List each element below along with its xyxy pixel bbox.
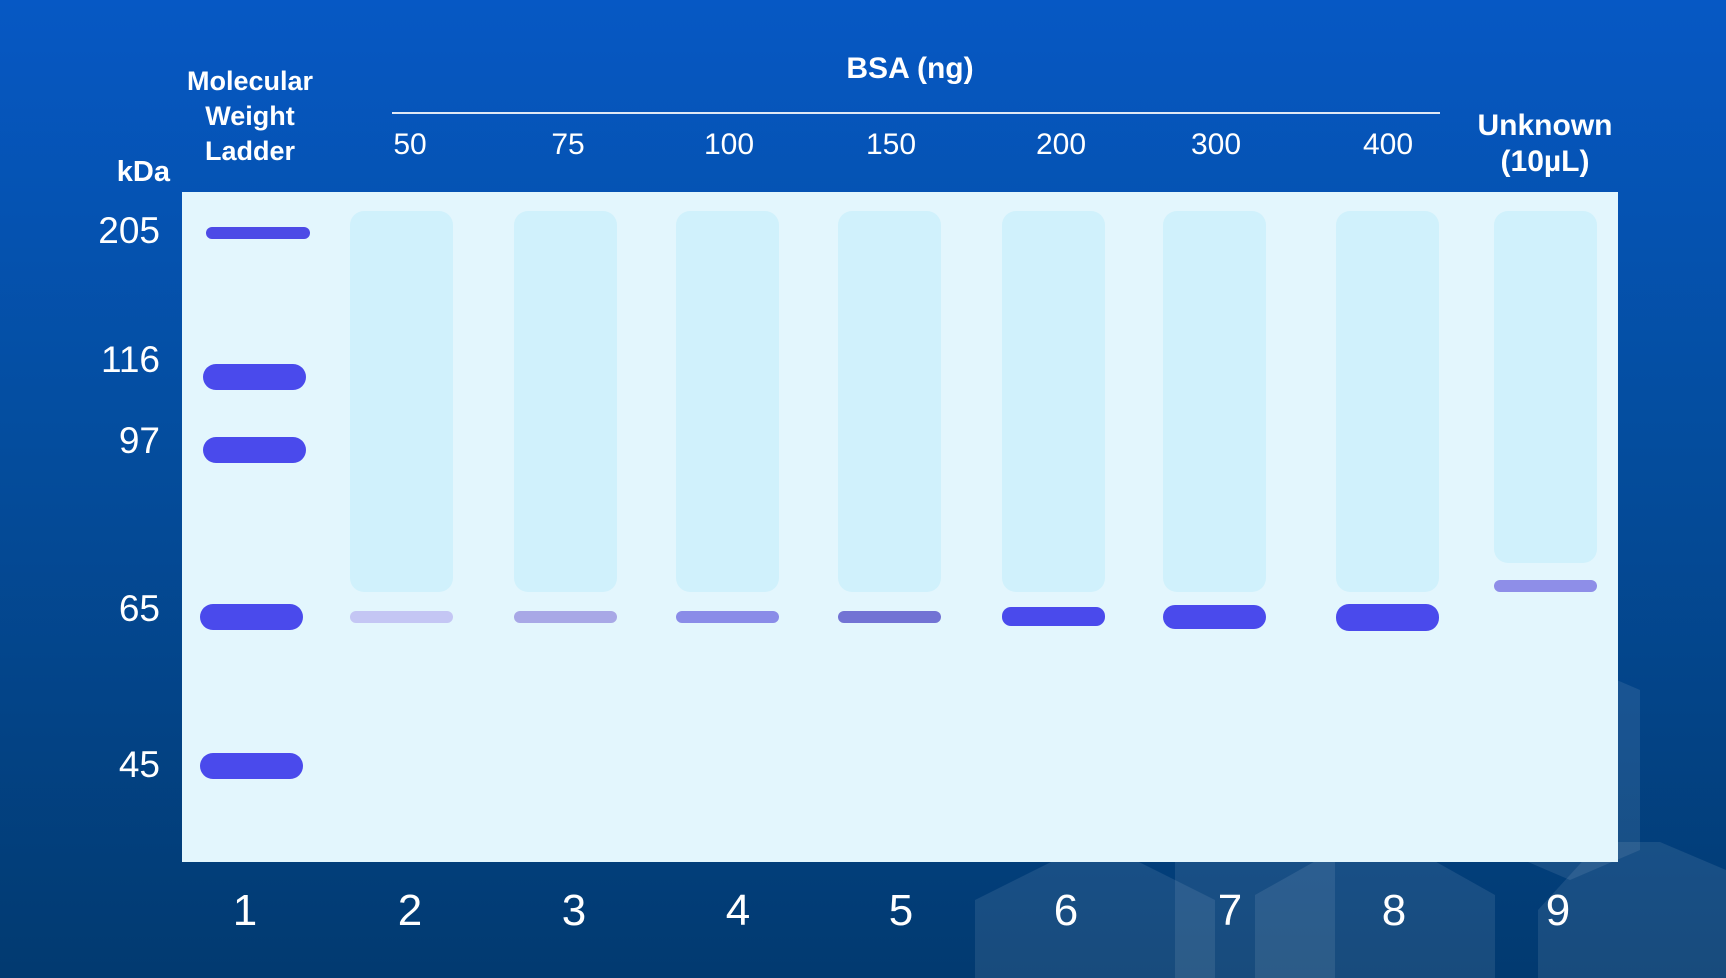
lane-well — [838, 211, 941, 592]
bsa-band — [1336, 604, 1439, 631]
bsa-amount-label: 300 — [1190, 128, 1242, 161]
bsa-header-divider — [392, 112, 1440, 114]
lane-number: 5 — [888, 886, 914, 935]
bsa-amount-label: 100 — [703, 128, 755, 161]
bsa-amount-label: 400 — [1362, 128, 1414, 161]
bsa-title: BSA (ng) — [846, 52, 974, 85]
unknown-header-line: (10µL) — [1500, 145, 1590, 178]
ladder-header-line: Weight — [205, 101, 295, 131]
lane-number: 3 — [561, 886, 587, 935]
ladder-band — [206, 227, 310, 239]
bsa-amount-label: 200 — [1035, 128, 1087, 161]
lane-number: 7 — [1217, 886, 1243, 935]
ladder-band — [200, 753, 303, 779]
mw-unit-label: kDa — [116, 156, 170, 188]
bsa-band — [838, 611, 941, 623]
unknown-sample-header: Unknown (10µL) — [1440, 108, 1650, 180]
mw-marker-label: 45 — [118, 744, 160, 785]
mw-marker-label: 65 — [118, 588, 160, 629]
ladder-band — [203, 437, 306, 463]
mw-marker-label: 97 — [118, 420, 160, 461]
bsa-band — [514, 611, 617, 623]
mw-marker-label: 205 — [98, 210, 160, 251]
unknown-header-line: Unknown — [1477, 109, 1613, 142]
bsa-band — [350, 611, 453, 623]
unknown-band — [1494, 580, 1597, 592]
lane-number: 2 — [397, 886, 423, 935]
ladder-header-line: Ladder — [204, 136, 296, 166]
ladder-header: Molecular Weight Ladder — [160, 64, 340, 169]
bsa-amount-label: 150 — [865, 128, 917, 161]
ladder-band — [203, 364, 306, 390]
bsa-amount-label: 75 — [551, 128, 585, 161]
lane-well — [1336, 211, 1439, 592]
lane-well — [514, 211, 617, 592]
lane-well — [676, 211, 779, 592]
lane-number: 1 — [232, 886, 258, 935]
lane-well — [1002, 211, 1105, 592]
lane-well — [350, 211, 453, 592]
lane-number: 6 — [1053, 886, 1079, 935]
ladder-header-line: Molecular — [186, 66, 314, 96]
bsa-band — [676, 611, 779, 623]
ladder-band — [200, 604, 303, 630]
bsa-band — [1002, 607, 1105, 626]
lane-number: 9 — [1545, 886, 1571, 935]
lane-well — [1494, 211, 1597, 563]
bsa-amount-label: 50 — [393, 128, 427, 161]
lane-number: 4 — [725, 886, 751, 935]
mw-marker-label: 116 — [101, 339, 160, 380]
bsa-band — [1163, 605, 1266, 629]
lane-well — [1163, 211, 1266, 592]
lane-number: 8 — [1381, 886, 1407, 935]
